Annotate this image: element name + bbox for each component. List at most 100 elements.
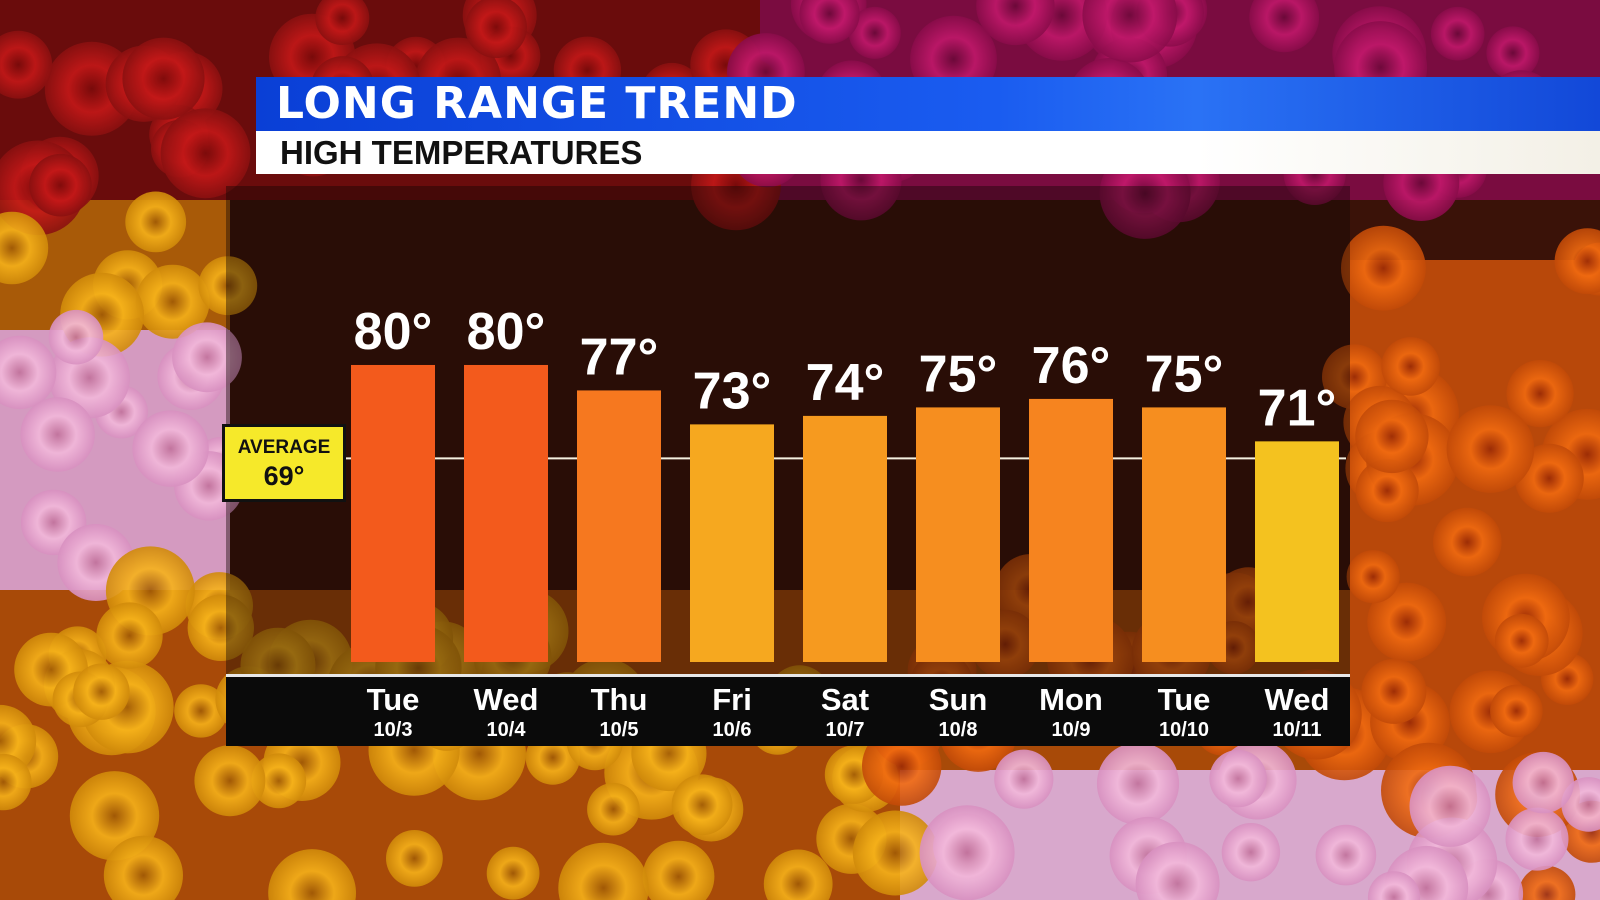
bar-value-label: 71° bbox=[1258, 379, 1337, 437]
flower-blossom bbox=[919, 805, 1015, 900]
flower-blossom bbox=[122, 37, 205, 120]
flower-blossom bbox=[976, 0, 1055, 46]
day-label: Wed bbox=[474, 682, 539, 717]
page-title: LONG RANGE TREND bbox=[276, 78, 798, 129]
flower-blossom bbox=[198, 256, 258, 316]
flower-blossom bbox=[251, 753, 307, 809]
flower-blossom bbox=[1209, 749, 1267, 808]
bar-3 bbox=[577, 390, 661, 662]
flower-blossom bbox=[0, 753, 32, 811]
bar-value-label: 75° bbox=[1145, 345, 1224, 403]
flower-blossom bbox=[1346, 550, 1400, 604]
flower-blossom bbox=[642, 840, 715, 900]
flower-blossom bbox=[1367, 871, 1421, 900]
bar-value-label: 80° bbox=[354, 303, 433, 361]
date-label: 10/10 bbox=[1159, 719, 1209, 741]
flower-blossom bbox=[1135, 841, 1220, 900]
flower-blossom bbox=[558, 842, 649, 900]
flower-blossom bbox=[1446, 405, 1535, 493]
flower-blossom bbox=[103, 835, 183, 900]
bar-value-label: 75° bbox=[919, 345, 998, 403]
date-label: 10/6 bbox=[713, 719, 752, 741]
average-badge: AVERAGE 69° bbox=[222, 424, 346, 502]
flower-blossom bbox=[763, 849, 833, 900]
flower-blossom bbox=[1430, 6, 1485, 61]
flower-blossom bbox=[486, 846, 540, 900]
flower-blossom bbox=[174, 684, 228, 738]
flower-blossom bbox=[1367, 582, 1447, 662]
flower-blossom bbox=[172, 322, 242, 393]
flower-blossom bbox=[1355, 459, 1419, 523]
date-label: 10/4 bbox=[487, 719, 527, 741]
day-label: Wed bbox=[1265, 682, 1330, 717]
bar-value-label: 77° bbox=[580, 328, 659, 386]
flower-blossom bbox=[160, 108, 251, 199]
flower-blossom bbox=[1554, 228, 1600, 295]
flower-blossom bbox=[862, 726, 942, 806]
bar-value-label: 73° bbox=[693, 362, 772, 420]
flower-blossom bbox=[994, 749, 1054, 809]
day-label: Mon bbox=[1039, 682, 1103, 717]
flower-blossom bbox=[73, 663, 130, 720]
bar-6 bbox=[916, 407, 1000, 662]
flower-blossom bbox=[852, 810, 938, 896]
flower-blossom bbox=[1341, 225, 1426, 311]
bar-5 bbox=[803, 415, 887, 662]
flower-blossom bbox=[386, 830, 443, 887]
flower-blossom bbox=[848, 6, 901, 59]
flower-blossom bbox=[29, 153, 92, 217]
flower-blossom bbox=[0, 335, 57, 410]
subtitle-banner bbox=[256, 131, 1600, 174]
flower-blossom bbox=[135, 264, 210, 339]
flower-blossom bbox=[1409, 765, 1491, 847]
title-banner bbox=[256, 77, 1600, 131]
flower-blossom bbox=[268, 849, 356, 900]
flower-blossom bbox=[1433, 507, 1502, 577]
flower-blossom bbox=[1082, 0, 1178, 63]
day-label: Fri bbox=[712, 682, 752, 717]
flower-blossom bbox=[1512, 751, 1575, 814]
bar-value-label: 80° bbox=[467, 303, 546, 361]
bar-8 bbox=[1142, 407, 1226, 662]
flower-blossom bbox=[187, 594, 254, 661]
bar-9 bbox=[1255, 441, 1339, 662]
day-label: Sun bbox=[929, 682, 988, 717]
page-subtitle: HIGH TEMPERATURES bbox=[280, 134, 643, 171]
flower-blossom bbox=[1518, 865, 1576, 900]
date-label: 10/3 bbox=[374, 719, 413, 741]
flower-blossom bbox=[587, 782, 640, 836]
flower-blossom bbox=[1315, 824, 1377, 886]
flower-blossom bbox=[465, 0, 527, 59]
flower-blossom bbox=[0, 30, 53, 99]
bar-1 bbox=[351, 364, 435, 662]
date-label: 10/7 bbox=[826, 719, 865, 741]
flower-blossom bbox=[20, 397, 95, 472]
bar-7 bbox=[1029, 398, 1113, 662]
flower-blossom bbox=[1486, 26, 1540, 80]
flower-blossom bbox=[1355, 399, 1429, 474]
x-axis-bar bbox=[226, 674, 1350, 746]
flower-blossom bbox=[1221, 823, 1281, 882]
flower-blossom bbox=[1249, 0, 1320, 53]
flower-blossom bbox=[1490, 684, 1543, 738]
flower-blossom bbox=[1361, 658, 1427, 724]
date-label: 10/8 bbox=[939, 719, 978, 741]
flower-blossom bbox=[0, 211, 49, 285]
bar-4 bbox=[690, 424, 774, 662]
flower-blossom bbox=[125, 191, 187, 253]
bar-value-label: 74° bbox=[806, 354, 885, 412]
flower-blossom bbox=[671, 774, 733, 836]
day-label: Thu bbox=[591, 682, 648, 717]
bar-value-label: 76° bbox=[1032, 337, 1111, 395]
flower-blossom bbox=[1096, 742, 1180, 825]
day-label: Sat bbox=[821, 682, 869, 717]
date-label: 10/9 bbox=[1052, 719, 1091, 741]
flower-blossom bbox=[194, 745, 266, 817]
date-label: 10/5 bbox=[600, 719, 639, 741]
day-label: Tue bbox=[367, 682, 420, 717]
flower-blossom bbox=[315, 0, 370, 45]
flower-blossom bbox=[96, 602, 163, 669]
flower-blossom bbox=[1381, 337, 1440, 396]
flower-blossom bbox=[799, 0, 860, 44]
